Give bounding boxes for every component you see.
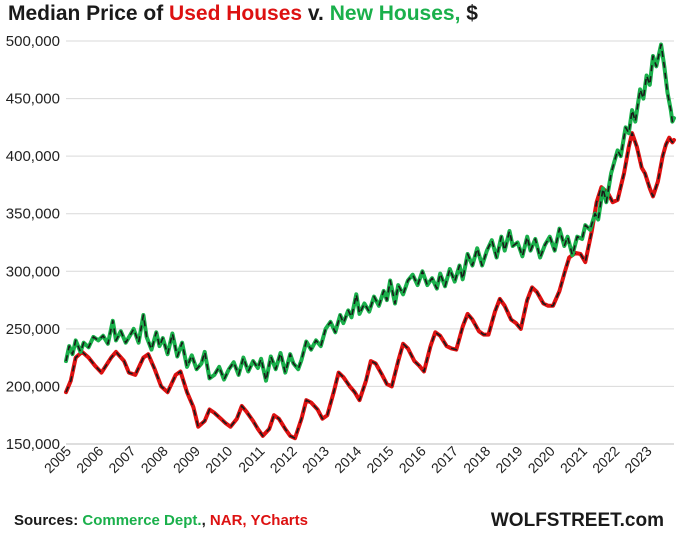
y-axis-ticks: 150,000 200,000 250,000 300,000 350,000 400,0… bbox=[6, 33, 60, 453]
x-tick-label: 2014 bbox=[331, 443, 364, 476]
series-lines bbox=[64, 42, 676, 441]
new-houses-series-dash bbox=[65, 43, 675, 382]
y-tick-label: 450,000 bbox=[6, 91, 60, 108]
brand-label: WOLFSTREET.com bbox=[490, 510, 664, 531]
source-commerce: Commerce Dept. bbox=[82, 512, 202, 529]
x-tick-label: 2011 bbox=[235, 443, 268, 476]
x-tick-label: 2009 bbox=[170, 443, 203, 476]
y-tick-label: 300,000 bbox=[6, 263, 60, 280]
title-mid: v. bbox=[302, 2, 330, 25]
title-suffix: $ bbox=[460, 2, 478, 25]
x-tick-label: 2018 bbox=[460, 443, 493, 476]
y-tick-label: 150,000 bbox=[6, 436, 60, 453]
x-tick-label: 2006 bbox=[73, 443, 106, 476]
source-separator: , bbox=[201, 512, 210, 529]
title-new: New Houses, bbox=[329, 2, 461, 25]
title-used: Used Houses bbox=[169, 2, 303, 25]
x-tick-label: 2016 bbox=[396, 443, 429, 476]
y-tick-label: 250,000 bbox=[6, 321, 60, 338]
x-tick-label: 2012 bbox=[267, 443, 300, 476]
chart-title: Median Price of Used Houses v. New House… bbox=[8, 2, 478, 26]
new-houses-series-line bbox=[64, 42, 676, 383]
y-tick-label: 350,000 bbox=[6, 206, 60, 223]
y-tick-label: 200,000 bbox=[6, 378, 60, 395]
y-tick-label: 500,000 bbox=[6, 33, 60, 50]
grid-lines bbox=[66, 40, 674, 445]
x-tick-label: 2020 bbox=[525, 443, 558, 476]
x-tick-label: 2013 bbox=[299, 443, 332, 476]
sources-label: Sources: bbox=[14, 512, 83, 529]
x-tick-label: 2017 bbox=[428, 443, 461, 476]
x-tick-label: 2022 bbox=[589, 443, 622, 476]
used-houses-series-dash bbox=[65, 132, 675, 439]
source-nar-ycharts: NAR, YCharts bbox=[209, 512, 308, 529]
x-tick-label: 2021 bbox=[557, 443, 590, 476]
y-tick-label: 400,000 bbox=[6, 148, 60, 165]
x-tick-label: 2010 bbox=[202, 443, 235, 476]
x-tick-label: 2007 bbox=[105, 443, 138, 476]
x-tick-label: 2008 bbox=[138, 443, 171, 476]
x-tick-label: 2015 bbox=[363, 443, 396, 476]
used-houses-series-line bbox=[64, 131, 676, 441]
sources-note: Sources: Commerce Dept., NAR, YCharts bbox=[14, 512, 308, 529]
x-tick-label: 2019 bbox=[492, 443, 525, 476]
x-tick-label: 2023 bbox=[621, 443, 654, 476]
title-prefix: Median Price of bbox=[8, 2, 170, 25]
